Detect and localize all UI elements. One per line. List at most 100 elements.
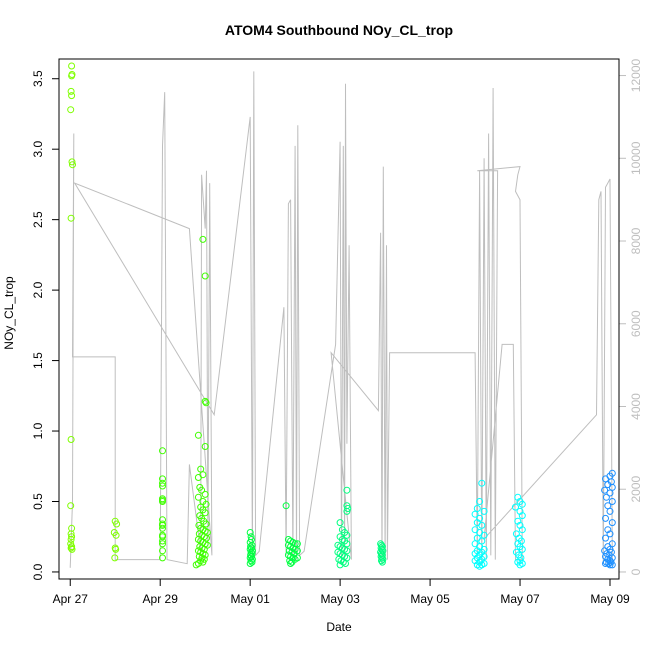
data-point (379, 555, 387, 563)
data-point (518, 526, 526, 534)
data-point (246, 560, 254, 567)
data-point (67, 502, 75, 510)
data-point (287, 560, 295, 567)
data-point (476, 562, 484, 570)
data-point (67, 436, 75, 443)
data-point (68, 62, 76, 70)
data-point (514, 493, 522, 501)
data-point (159, 537, 166, 545)
data-point (112, 531, 120, 539)
data-point (605, 560, 613, 567)
y2-tick-label: 8000 (629, 227, 643, 254)
data-point (516, 561, 524, 569)
data-point (343, 531, 351, 539)
data-point (471, 557, 479, 565)
data-point (194, 474, 202, 481)
data-point (194, 431, 202, 439)
data-point (248, 558, 256, 566)
data-point (336, 561, 344, 569)
data-point (606, 489, 614, 497)
data-point (159, 482, 166, 490)
data-point (68, 158, 76, 166)
x-tick-label: Apr 29 (143, 592, 179, 606)
data-point (512, 503, 519, 511)
data-point (604, 526, 612, 534)
y-tick-label: 2.0 (31, 281, 45, 298)
data-point (293, 540, 301, 548)
x-tick-label: May 05 (410, 592, 450, 606)
y-tick-label: 0.0 (31, 563, 45, 580)
data-point (602, 534, 609, 542)
y-tick-label: 1.0 (31, 422, 45, 439)
data-point (69, 161, 76, 169)
data-point (518, 512, 526, 520)
data-point (601, 486, 609, 494)
data-point (201, 490, 209, 498)
data-point (198, 486, 206, 494)
data-point (608, 498, 616, 505)
data-point (606, 561, 614, 569)
y2-tick-label: 2000 (629, 476, 643, 503)
data-point (159, 498, 166, 505)
data-point (68, 92, 76, 100)
data-point (113, 520, 121, 528)
data-point (293, 547, 301, 555)
data-point (68, 545, 76, 553)
data-point (336, 519, 344, 527)
data-point (478, 479, 486, 487)
y2-tick-label: 4000 (629, 393, 643, 420)
data-point (246, 529, 254, 536)
data-point (293, 554, 301, 562)
data-point (516, 507, 524, 515)
data-point (159, 547, 166, 555)
x-tick-label: May 09 (590, 592, 630, 606)
data-point (288, 558, 296, 566)
data-point (378, 554, 386, 562)
data-point (471, 510, 479, 518)
data-point (518, 500, 526, 508)
y2-tick-label: 12000 (629, 58, 643, 92)
data-point (608, 561, 616, 569)
data-point (67, 544, 75, 552)
data-point (514, 517, 522, 525)
data-point (201, 272, 209, 280)
y2-tick-label: 10000 (629, 141, 643, 175)
data-point (602, 560, 609, 567)
data-point (202, 520, 210, 528)
data-point (192, 561, 200, 569)
data-point (480, 531, 488, 539)
data-point (201, 443, 209, 450)
data-point (378, 557, 385, 565)
data-point (282, 502, 290, 510)
y2-tick-label: 0 (629, 568, 643, 575)
data-point (68, 533, 76, 541)
data-point (67, 87, 75, 95)
data-point (194, 493, 202, 501)
data-point (602, 514, 609, 522)
y-axis-label: NOy_CL_trop (2, 276, 16, 350)
y2-tick-label: 6000 (629, 310, 643, 337)
data-point (476, 498, 484, 505)
secondary-series-line (69, 71, 613, 568)
data-point (471, 550, 479, 558)
data-point (199, 558, 207, 566)
x-axis-label: Date (326, 620, 352, 634)
data-point (476, 514, 484, 522)
data-point (606, 530, 614, 538)
y-tick-label: 3.0 (31, 141, 45, 158)
data-point (343, 486, 351, 494)
data-point (67, 214, 75, 222)
y-tick-label: 1.5 (31, 352, 45, 369)
data-point (201, 509, 209, 517)
data-point (343, 547, 351, 555)
x-tick-label: Apr 27 (53, 592, 89, 606)
data-point (248, 555, 256, 563)
primary-series (67, 62, 616, 570)
y-tick-label: 0.5 (31, 493, 45, 510)
plot-frame (58, 58, 620, 580)
data-point (344, 505, 352, 512)
data-point (602, 475, 609, 483)
data-point (159, 447, 166, 455)
